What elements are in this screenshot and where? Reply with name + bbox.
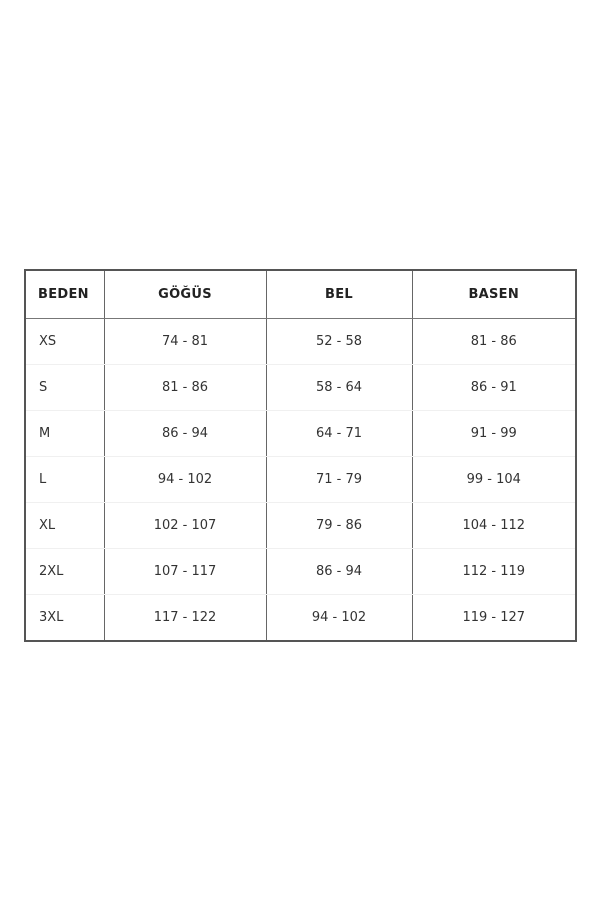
header-cell: BEL	[265, 270, 412, 319]
measure-cell: 86 - 91	[411, 364, 576, 411]
measure-cell: 64 - 71	[265, 410, 412, 457]
measure-cell: 117 - 122	[103, 594, 266, 641]
measure-cell: 74 - 81	[103, 318, 266, 365]
header-cell: BASEN	[411, 270, 576, 319]
measure-cell: 104 - 112	[411, 502, 576, 549]
table-row: S 81 - 86 58 - 64 86 - 91	[25, 364, 576, 411]
measure-cell: 81 - 86	[411, 318, 576, 365]
size-table: BEDEN GÖĞÜS BEL BASEN XS 74 - 81 52 - 58 81 - …	[24, 269, 577, 642]
measure-cell: 107 - 117	[103, 548, 266, 595]
size-cell: S	[25, 364, 104, 411]
measure-cell: 94 - 102	[103, 456, 266, 503]
measure-cell: 79 - 86	[265, 502, 412, 549]
measure-cell: 99 - 104	[411, 456, 576, 503]
size-cell: L	[25, 456, 104, 503]
measure-cell: 81 - 86	[103, 364, 266, 411]
table-body: XS 74 - 81 52 - 58 81 - 86 S 81 - 86 58 - 64 86…	[25, 318, 576, 641]
header-row: BEDEN GÖĞÜS BEL BASEN	[25, 270, 576, 319]
measure-cell: 52 - 58	[265, 318, 412, 365]
table-row: L 94 - 102 71 - 79 99 - 104	[25, 456, 576, 503]
measure-cell: 91 - 99	[411, 410, 576, 457]
measure-cell: 102 - 107	[103, 502, 266, 549]
table-row: 3XL 117 - 122 94 - 102 119 - 127	[25, 594, 576, 641]
size-cell: M	[25, 410, 104, 457]
measure-cell: 71 - 79	[265, 456, 412, 503]
measure-cell: 58 - 64	[265, 364, 412, 411]
measure-cell: 86 - 94	[265, 548, 412, 595]
header-cell: GÖĞÜS	[103, 270, 266, 319]
measure-cell: 86 - 94	[103, 410, 266, 457]
table-row: 2XL 107 - 117 86 - 94 112 - 119	[25, 548, 576, 595]
measure-cell: 94 - 102	[265, 594, 412, 641]
size-cell: 3XL	[39, 610, 64, 625]
table-row: M 86 - 94 64 - 71 91 - 99	[25, 410, 576, 457]
measure-cell: 112 - 119	[411, 548, 576, 595]
table-row: XS 74 - 81 52 - 58 81 - 86	[25, 318, 576, 365]
size-cell: 2XL	[25, 548, 104, 595]
header-cell: BEDEN	[25, 270, 104, 319]
table-header: BEDEN GÖĞÜS BEL BASEN	[25, 270, 576, 319]
table-row: XL 102 - 107 79 - 86 104 - 112	[25, 502, 576, 549]
measure-cell: 119 - 127	[411, 594, 576, 641]
size-cell: XL	[25, 502, 104, 549]
size-cell: XS	[25, 318, 104, 365]
